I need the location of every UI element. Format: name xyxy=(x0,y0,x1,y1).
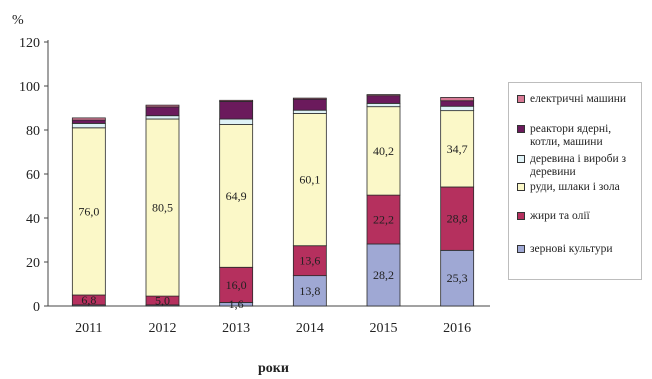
legend-label: електричні машини xyxy=(530,93,627,105)
data-label: 25,3 xyxy=(447,271,468,285)
bar-segment xyxy=(71,123,106,129)
bar-segment xyxy=(219,124,254,268)
y-tick-label: 100 xyxy=(19,80,40,95)
bar-segment xyxy=(366,95,401,104)
bar-segment xyxy=(145,106,180,117)
data-label: 5,0 xyxy=(155,294,170,308)
bar-segment xyxy=(71,117,106,121)
y-tick-label: 60 xyxy=(26,168,40,183)
legend-swatch xyxy=(517,212,525,220)
y-tick-label: 120 xyxy=(19,36,40,51)
bar-segment xyxy=(366,94,401,97)
x-tick-label: 2015 xyxy=(370,321,398,336)
bar-segment xyxy=(71,119,106,124)
x-tick-label: 2014 xyxy=(296,321,324,336)
x-tick-label: 2016 xyxy=(443,321,471,336)
bar-segment xyxy=(219,118,254,125)
data-label: 16,0 xyxy=(226,278,247,292)
legend-label: зернові культури xyxy=(530,243,613,255)
bar-segment xyxy=(145,118,180,297)
y-tick-label: 40 xyxy=(26,212,40,227)
data-label: 13,8 xyxy=(299,284,320,298)
legend-label: реактори ядерні, котли, машини xyxy=(530,123,612,148)
bar-segment xyxy=(440,105,475,112)
data-label: 22,2 xyxy=(373,213,394,227)
data-label: 1,6 xyxy=(229,297,244,311)
data-label: 60,1 xyxy=(299,173,320,187)
data-label: 6,8 xyxy=(81,293,96,307)
bar-segment xyxy=(219,101,254,120)
bar-segment xyxy=(366,106,401,196)
bar-segment xyxy=(440,186,475,251)
bar-segment xyxy=(292,275,327,307)
bars xyxy=(71,94,475,307)
legend-swatch xyxy=(517,183,525,191)
legend-label: жири та олії xyxy=(530,210,590,222)
data-label: 64,9 xyxy=(226,189,247,203)
legend-swatch xyxy=(517,155,525,163)
data-label: 34,7 xyxy=(447,142,468,156)
data-label: 80,5 xyxy=(152,201,173,215)
bar-segment xyxy=(366,102,401,108)
bar-segment xyxy=(440,249,475,307)
bar-segment xyxy=(292,113,327,247)
bar-segment xyxy=(366,243,401,307)
x-tick-label: 2012 xyxy=(149,321,177,336)
y-tick-label: 0 xyxy=(33,300,40,315)
bar-segment xyxy=(440,97,475,102)
bar-segment xyxy=(292,98,327,111)
legend-swatch xyxy=(517,245,525,253)
data-label: 28,2 xyxy=(373,268,394,282)
x-axis-label: роки xyxy=(258,361,289,376)
legend-label: руди, шлаки і зола xyxy=(530,181,620,193)
data-label: 40,2 xyxy=(373,144,394,158)
legend-label: деревина і вироби з деревини xyxy=(530,153,627,178)
bar-segment xyxy=(219,99,254,102)
x-tick-label: 2011 xyxy=(75,321,102,336)
y-tick-label: 20 xyxy=(26,256,40,271)
axes: 0 20 40 60 80 100 120 2011 2012 2013 2014 2015 2016 xyxy=(19,36,490,336)
legend: електричні машини реактори ядерні, котли,… xyxy=(508,82,642,280)
data-label: 28,8 xyxy=(447,212,468,226)
bar-segment xyxy=(366,194,401,245)
legend-swatch xyxy=(517,125,525,133)
data-label: 76,0 xyxy=(78,204,99,218)
bar-segment xyxy=(440,110,475,188)
bar-segment xyxy=(292,109,327,114)
y-axis-label: % xyxy=(12,13,24,28)
x-tick-label: 2013 xyxy=(222,321,250,336)
legend-swatch xyxy=(517,95,525,103)
y-tick-label: 80 xyxy=(26,124,40,139)
bar-segment xyxy=(292,245,327,277)
data-labels: 6,8 76,0 5,0 80,5 1,6 16,0 64,9 13,8 13,6 60,1 28,… xyxy=(78,142,467,311)
bar-segment xyxy=(440,100,475,107)
bar-segment xyxy=(292,97,327,100)
bar-segment xyxy=(145,115,180,120)
data-label: 13,6 xyxy=(299,254,320,268)
bar-segment xyxy=(145,104,180,108)
